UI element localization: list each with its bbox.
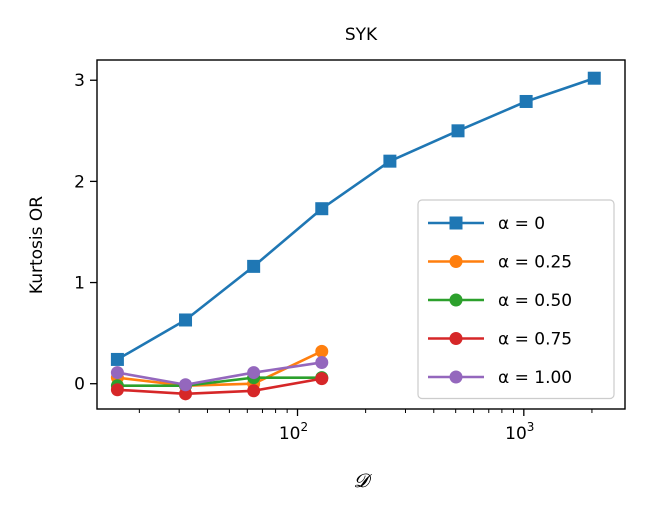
data-point [179, 313, 193, 327]
y-axis-label: Kurtosis OR [27, 196, 47, 294]
data-point [179, 378, 193, 392]
series-line [117, 361, 322, 387]
data-point [315, 355, 329, 369]
legend-entry: α = 0.25 [428, 253, 572, 273]
legend-label: α = 0.50 [498, 291, 572, 311]
series-layer [110, 71, 601, 401]
series-4 [110, 355, 329, 392]
x-axis: 102 103 [138, 409, 593, 444]
y-tick-label: 3 [74, 71, 85, 91]
plot-frame [96, 59, 626, 410]
data-point [451, 124, 465, 138]
data-point [519, 94, 533, 108]
data-point [110, 383, 124, 397]
legend-entry: α = 1.00 [428, 368, 572, 388]
x-axis-label: 𝓓 [354, 470, 373, 492]
series-0 [110, 71, 601, 366]
legend-label: α = 0 [498, 214, 545, 234]
data-point [110, 352, 124, 366]
legend-marker [449, 332, 463, 345]
y-tick-label: 0 [74, 375, 85, 395]
legend-box [417, 199, 615, 400]
legend-marker [449, 255, 463, 268]
data-point [247, 366, 261, 380]
x-tick-label: 103 [505, 420, 534, 444]
legend-marker [449, 370, 463, 384]
legend-marker [449, 216, 463, 230]
chart-title: SYK [345, 25, 378, 45]
series-3 [110, 372, 329, 401]
data-point [247, 259, 261, 273]
legend-marker [449, 293, 463, 307]
series-line [117, 377, 323, 396]
data-point [247, 384, 261, 398]
legend-label: α = 0.25 [498, 253, 572, 273]
legend-label: α = 0.75 [498, 330, 572, 350]
y-axis: 0 1 2 3 [74, 71, 97, 395]
data-point [110, 366, 124, 380]
legend-label: α = 1.00 [498, 368, 572, 388]
x-tick-label: 102 [279, 420, 308, 444]
data-point [315, 344, 329, 358]
series-line [116, 76, 595, 361]
legend-entry: α = 0 [428, 214, 545, 234]
y-tick-label: 1 [74, 274, 85, 294]
data-point [315, 372, 329, 386]
data-point [179, 387, 193, 401]
data-point [383, 154, 397, 168]
data-point [587, 71, 601, 85]
legend-entry: α = 0.50 [428, 291, 572, 311]
series-line [117, 376, 322, 388]
data-point [315, 202, 329, 216]
legend-entry: α = 0.75 [428, 330, 572, 350]
y-tick-label: 2 [74, 172, 85, 192]
legend: α = 0 α = 0.25 α = 0.50 α = 0.75 α = 1.00 [417, 199, 615, 400]
